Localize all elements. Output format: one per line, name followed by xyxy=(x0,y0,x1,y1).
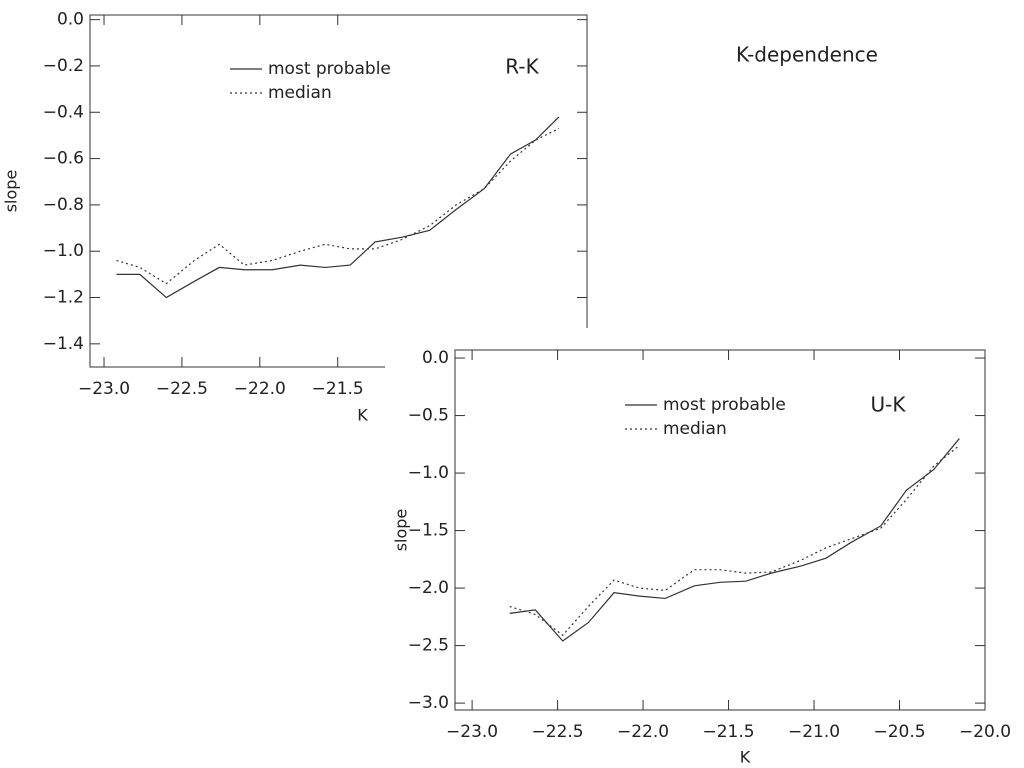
panel: 0.0 −0.2 −0.4 −0.6 −0.8 −1.0 −1.2 −1.4 −23.0 −22.… xyxy=(2,10,588,425)
y-tick-label: −0.2 xyxy=(43,56,84,76)
y-tick-label: 0.0 xyxy=(57,10,84,30)
x-tick-label: −21.0 xyxy=(788,722,840,742)
legend-label: median xyxy=(268,83,332,103)
y-axis-label: slope xyxy=(2,170,21,213)
y-tick-label: −0.8 xyxy=(43,195,84,215)
data-line xyxy=(116,127,560,285)
panel: 0.0 −0.5 −1.0 −1.5 −2.0 −2.5 −3.0 −23.0 −22.5 −22… xyxy=(385,328,1024,768)
x-tick-label: −23.0 xyxy=(78,379,130,399)
data-line xyxy=(509,444,960,637)
x-axis-label: K xyxy=(357,406,368,425)
y-tick-label: −2.5 xyxy=(408,636,449,656)
panel-annotation: R-K xyxy=(505,55,539,79)
x-tick-label: −22.5 xyxy=(532,722,584,742)
data-line xyxy=(116,116,560,299)
page-title: K-dependence xyxy=(736,43,878,67)
x-tick-label: −20.5 xyxy=(873,722,925,742)
x-tick-label: −20.0 xyxy=(959,722,1011,742)
plot-frame xyxy=(89,14,588,368)
y-tick-label: −1.0 xyxy=(43,241,84,261)
y-tick-label: −3.0 xyxy=(408,693,449,713)
legend-label: most probable xyxy=(663,395,786,415)
data-line xyxy=(509,438,960,642)
y-tick-label: −2.0 xyxy=(408,578,449,598)
y-tick-label: 0.0 xyxy=(422,348,449,368)
panel-annotation: U-K xyxy=(871,393,907,417)
legend-label: most probable xyxy=(268,59,391,79)
panel-background xyxy=(385,328,1024,768)
x-tick-label: −22.0 xyxy=(234,379,286,399)
x-tick-label: −22.5 xyxy=(156,379,208,399)
x-axis-label: K xyxy=(740,748,751,767)
y-tick-label: −1.4 xyxy=(43,334,84,354)
y-axis-label: slope xyxy=(392,509,411,552)
y-tick-label: −0.4 xyxy=(43,102,84,122)
x-tick-label: −21.5 xyxy=(702,722,754,742)
y-tick-label: −0.5 xyxy=(408,406,449,426)
x-tick-label: −23.0 xyxy=(446,722,498,742)
legend-label: median xyxy=(663,419,727,439)
y-tick-label: −0.6 xyxy=(43,149,84,169)
x-tick-label: −21.5 xyxy=(312,379,364,399)
y-tick-label: −1.5 xyxy=(408,521,449,541)
y-tick-label: −1.2 xyxy=(43,288,84,308)
plot-frame xyxy=(454,349,986,711)
x-tick-label: −22.0 xyxy=(617,722,669,742)
y-tick-label: −1.0 xyxy=(408,463,449,483)
